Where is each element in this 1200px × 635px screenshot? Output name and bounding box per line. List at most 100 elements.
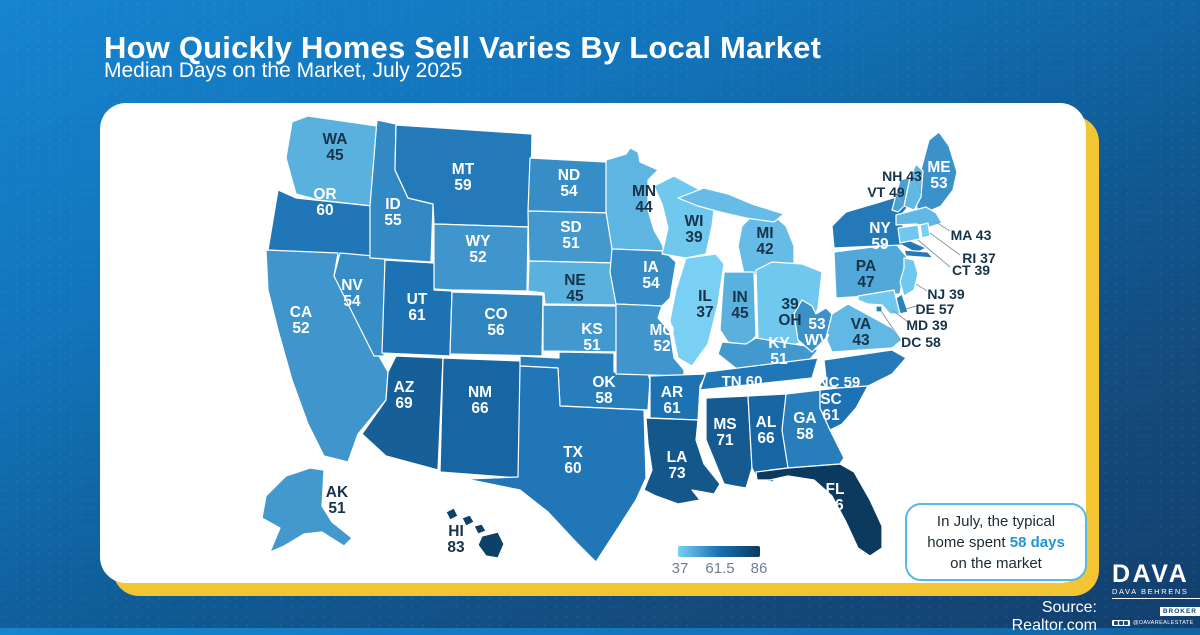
- state-label-AK: 51: [328, 500, 346, 517]
- callout-box: In July, the typical home spent 58 days …: [905, 503, 1087, 581]
- state-label-SC: SC: [820, 391, 842, 408]
- state-label-MS: 71: [716, 432, 734, 449]
- state-MT: [394, 124, 533, 228]
- state-label-WA: 45: [326, 147, 344, 164]
- state-label-MS: MS: [713, 416, 736, 433]
- state-label-MO: MO: [650, 322, 675, 339]
- state-label-AL: 66: [757, 430, 775, 447]
- state-label-SC: 61: [822, 407, 840, 424]
- state-label-DE: DE 57: [916, 301, 955, 317]
- leader-line: [896, 195, 905, 207]
- state-AR: [649, 373, 707, 421]
- state-TN: [699, 357, 819, 391]
- state-IL: [669, 253, 725, 367]
- state-label-UT: 61: [408, 307, 426, 324]
- state-label-MD: MD 39: [906, 317, 947, 333]
- state-label-ND: 54: [560, 183, 578, 200]
- state-label-MN: MN: [632, 183, 656, 200]
- state-HI: [473, 523, 487, 535]
- state-label-PA: PA: [856, 258, 876, 275]
- state-label-NE: 45: [566, 288, 584, 305]
- state-UT: [381, 259, 453, 357]
- source-attribution: Source: Realtor.com: [1011, 599, 1097, 634]
- state-MD: [857, 289, 901, 315]
- state-label-LA: LA: [667, 449, 688, 466]
- state-label-AZ: AZ: [394, 379, 415, 396]
- state-label-NY: NY: [869, 220, 891, 237]
- state-NM: [439, 357, 523, 479]
- state-RI: [919, 222, 931, 239]
- state-label-WY: WY: [466, 233, 492, 250]
- state-label-MI: MI: [756, 225, 773, 242]
- state-label-IL: 37: [696, 304, 713, 321]
- legend-min-label: 37: [671, 560, 689, 577]
- state-SC: [819, 385, 869, 431]
- state-label-VT: VT 49: [867, 184, 905, 200]
- state-label-MO: 52: [653, 338, 670, 355]
- state-label-RI: RI 37: [962, 250, 996, 266]
- page-title: How Quickly Homes Sell Varies By Local M…: [104, 29, 822, 65]
- state-label-HI: HI: [448, 523, 464, 540]
- legend-max-label: 86: [750, 560, 768, 577]
- logo-person: DAVA BEHRENS: [1112, 587, 1200, 599]
- state-label-TN: TN 60: [722, 373, 763, 390]
- state-label-HI: 83: [447, 539, 465, 556]
- callout-highlight: 58 days: [1009, 533, 1065, 551]
- color-scale-legend: 37 61.5 86: [664, 546, 774, 578]
- state-label-PA: 47: [857, 274, 874, 291]
- state-label-WV: WV: [805, 332, 831, 349]
- state-label-GA: GA: [793, 410, 816, 427]
- state-label-MN: 44: [635, 199, 653, 216]
- state-label-CT: CT 39: [952, 262, 990, 278]
- logo-name: DAVA: [1112, 560, 1190, 588]
- logo-badge: BROKER: [1159, 607, 1200, 616]
- state-label-WI: WI: [685, 213, 704, 230]
- social-icons: [1112, 620, 1130, 626]
- state-label-AR: 61: [663, 400, 681, 417]
- state-label-WA: WA: [323, 131, 348, 148]
- state-label-OK: OK: [592, 374, 616, 391]
- state-label-OH: OH: [778, 312, 801, 329]
- state-label-TX: 60: [564, 460, 581, 477]
- brand-logo: DAVA DAVA BEHRENS BROKER @DAVAREALESTATE: [1112, 561, 1200, 626]
- state-label-VA: 43: [852, 332, 870, 349]
- state-label-OH: 39: [781, 296, 799, 313]
- state-label-AZ: 69: [395, 395, 413, 412]
- state-label-IA: 54: [642, 275, 660, 292]
- state-label-MI: 42: [756, 241, 773, 258]
- leader-line: [880, 310, 901, 340]
- state-label-NV: NV: [341, 277, 363, 294]
- leader-line: [915, 283, 928, 292]
- leader-line: [929, 232, 961, 256]
- leader-line: [917, 239, 951, 268]
- state-label-NV: 54: [343, 293, 361, 310]
- state-VA: [825, 303, 903, 353]
- state-label-AL: AL: [756, 414, 777, 431]
- state-HI: [445, 507, 459, 521]
- state-label-NH: NH 43: [882, 168, 922, 184]
- state-label-UT: UT: [407, 291, 428, 308]
- state-label-ID: ID: [385, 196, 401, 213]
- state-label-OR: 60: [316, 202, 333, 219]
- state-CO: [449, 291, 544, 357]
- legend-gradient-bar: [678, 546, 760, 557]
- state-AK: [261, 467, 353, 553]
- state-label-KS: 51: [583, 337, 601, 354]
- state-label-CA: 52: [292, 320, 309, 337]
- state-label-FL: 86: [826, 497, 844, 514]
- legend-mid-label: 61.5: [705, 560, 735, 577]
- state-WV: [793, 299, 833, 353]
- state-label-IL: IL: [698, 288, 712, 305]
- state-label-IN: 45: [731, 305, 749, 322]
- state-label-OK: 58: [595, 390, 613, 407]
- state-HI: [477, 531, 505, 559]
- state-label-NC: NC 59: [818, 374, 861, 391]
- state-label-WI: 39: [685, 229, 703, 246]
- state-label-OR: OR: [313, 186, 336, 203]
- state-TX: [465, 365, 647, 563]
- logo-handle: @DAVAREALESTATE: [1133, 620, 1194, 626]
- state-label-CO: 56: [487, 322, 505, 339]
- page-subtitle: Median Days on the Market, July 2025: [104, 59, 463, 82]
- state-label-CA: CA: [290, 304, 312, 321]
- state-label-IA: IA: [643, 259, 659, 276]
